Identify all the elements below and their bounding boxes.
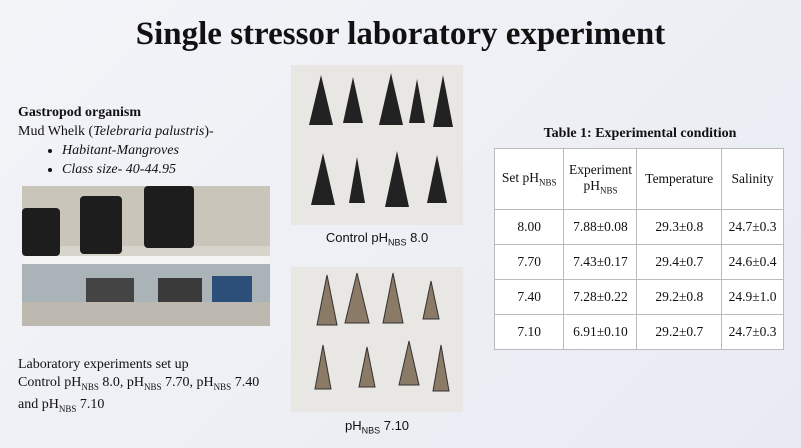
text: 8.0 xyxy=(406,230,429,245)
organism-bullets: Habitant-Mangroves Class size- 40-44.95 xyxy=(18,141,214,179)
table-cell: 7.10 xyxy=(493,314,565,350)
text: Control pH xyxy=(18,375,82,390)
table-cell: 29.2±0.8 xyxy=(636,279,723,315)
table-cell: 7.43±0.17 xyxy=(563,244,638,280)
table-row: 7.70 7.43±0.17 29.4±0.7 24.6±0.4 xyxy=(493,244,784,280)
text: 7.10 xyxy=(76,396,105,412)
table-cell: 24.7±0.3 xyxy=(721,314,784,350)
bullet: Habitant-Mangroves xyxy=(62,141,214,160)
photo-caption: Control pHNBS 8.0 xyxy=(291,230,463,248)
table-row: 7.10 6.91±0.10 29.2±0.7 24.7±0.3 xyxy=(493,314,784,350)
table-cell: 29.2±0.7 xyxy=(636,314,723,350)
table-row: 7.40 7.28±0.22 29.2±0.8 24.9±1.0 xyxy=(493,279,784,315)
slide-title: Single stressor laboratory experiment xyxy=(135,16,666,52)
table-cell: 24.6±0.4 xyxy=(721,244,784,280)
italic-text: Telebraria palustris xyxy=(93,124,205,139)
lab-photo xyxy=(22,186,270,326)
organism-name: Mud Whelk (Telebraria palustris)- xyxy=(18,124,214,139)
table-cell: 7.70 xyxy=(493,244,565,280)
header-cell: Set pHNBS xyxy=(493,148,565,210)
text: Experiment pH xyxy=(568,162,632,194)
organism-info: Gastropod organism Mud Whelk (Telebraria… xyxy=(18,103,214,179)
text: )- xyxy=(204,124,214,139)
subscript: NBS xyxy=(361,425,381,436)
table-cell: 24.7±0.3 xyxy=(721,209,784,245)
table-cell: 7.28±0.22 xyxy=(563,279,638,315)
text: Control pH xyxy=(325,230,388,245)
header-cell: Experiment pHNBS xyxy=(563,148,638,210)
header-row: Set pHNBS Experiment pHNBS Temperature Sali… xyxy=(493,148,784,210)
setup-heading: Laboratory experiments set up xyxy=(18,357,189,372)
condition-table: Set pHNBS Experiment pHNBS Temperature Sali… xyxy=(493,148,784,350)
photo-caption: pHNBS 7.10 xyxy=(291,418,463,436)
text: Set pH xyxy=(501,170,540,186)
subscript: NBS xyxy=(387,237,407,248)
table-row: 8.00 7.88±0.08 29.3±0.8 24.7±0.3 xyxy=(493,209,784,245)
table-cell: 7.40 xyxy=(493,279,565,315)
subscript: NBS xyxy=(144,381,162,392)
setup-info: Laboratory experiments set up Control pH… xyxy=(18,356,278,418)
header-cell: Temperature xyxy=(636,148,723,210)
treatment-photo xyxy=(291,267,463,412)
table-cell: 8.00 xyxy=(493,209,565,245)
setup-text: Control pHNBS 8.0, pHNBS 7.70, pHNBS 7.4… xyxy=(18,375,260,414)
subscript: NBS xyxy=(81,381,99,392)
text: 7.40 and pH xyxy=(18,375,260,412)
subscript: NBS xyxy=(213,381,232,392)
text: pH xyxy=(344,418,362,433)
table-cell: 7.88±0.08 xyxy=(563,209,638,245)
header-cell: Salinity xyxy=(721,148,784,210)
table-cell: 24.9±1.0 xyxy=(721,279,784,315)
text: Mud Whelk ( xyxy=(18,124,94,139)
text: Temperature xyxy=(645,171,714,186)
text: 7.70, pH xyxy=(161,375,214,390)
subscript: NBS xyxy=(599,185,618,196)
subscript: NBS xyxy=(58,403,77,414)
text: Salinity xyxy=(731,171,774,186)
bullet: Class size- 40-44.95 xyxy=(62,160,214,179)
table-cell: 6.91±0.10 xyxy=(563,314,638,350)
organism-heading: Gastropod organism xyxy=(18,105,142,120)
text: 8.0, pH xyxy=(98,375,145,390)
table-cell: 29.3±0.8 xyxy=(636,209,723,245)
control-photo xyxy=(291,65,463,225)
table-title: Table 1: Experimental condition xyxy=(543,126,737,141)
table-cell: 29.4±0.7 xyxy=(636,244,723,280)
text: 7.10 xyxy=(380,418,410,433)
subscript: NBS xyxy=(539,177,557,188)
